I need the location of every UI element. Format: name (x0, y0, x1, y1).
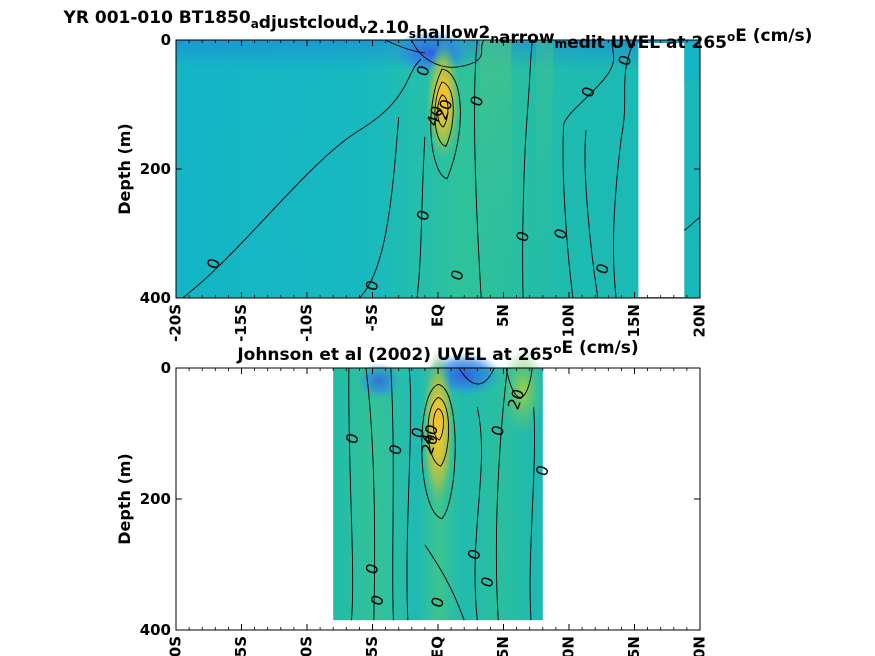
x-tick-label: EQ (429, 304, 447, 327)
top-field-stripe (536, 40, 554, 298)
contour-line (613, 46, 633, 299)
contour-line (406, 367, 412, 621)
contour-line (348, 367, 354, 621)
contour-line (562, 39, 615, 299)
x-tick-label: -10S (298, 304, 316, 342)
contour-line (430, 68, 461, 180)
x-tick-label: -20S (167, 304, 185, 342)
contour-line (424, 544, 465, 621)
y-tick-label: 400 (140, 621, 171, 639)
top-missing-data (638, 43, 685, 297)
x-tick-label: EQ (429, 636, 447, 656)
contour-line (359, 117, 400, 299)
x-tick-label: 5N (494, 636, 512, 656)
top-edge-strip (684, 42, 699, 82)
x-tick-label: -5S (363, 636, 381, 656)
x-tick-label: 15N (625, 304, 643, 337)
bottom-title: Johnson et al (2002) UVEL at 265oE (cm/s… (236, 338, 638, 365)
x-tick-label: 5N (494, 304, 512, 327)
contour-line (182, 59, 422, 299)
x-tick-label: 10N (560, 304, 578, 337)
x-tick-label: -5S (363, 304, 381, 331)
contour-line (584, 130, 599, 299)
top-y-axis-label: Depth (m) (115, 123, 134, 215)
x-tick-label: 20N (691, 304, 709, 337)
bottom-field (333, 345, 546, 621)
x-tick-label: -20S (167, 636, 185, 656)
bottom-contours (348, 367, 535, 621)
contour-line (505, 367, 533, 398)
x-tick-label: -15S (232, 636, 250, 656)
contour-line (495, 367, 508, 621)
contour-line (411, 39, 485, 68)
contour-line (390, 367, 394, 621)
top-contours (182, 39, 701, 299)
contour-line (416, 136, 426, 299)
top-field (176, 30, 700, 298)
y-tick-label: 400 (140, 289, 171, 307)
bottom-y-axis-label: Depth (m) (115, 453, 134, 545)
contour-line (522, 39, 533, 299)
contour-line (427, 396, 450, 467)
top-field-stripe (479, 40, 512, 298)
x-tick-label: 10N (560, 636, 578, 656)
y-tick-label: 200 (140, 160, 171, 178)
contour-line (434, 81, 454, 147)
contour-line (474, 39, 482, 299)
x-tick-label: -10S (298, 636, 316, 656)
contour-line (437, 94, 449, 128)
contour-line (474, 407, 482, 621)
contour-line (385, 39, 425, 54)
x-tick-label: 15N (625, 636, 643, 656)
contour-line (529, 407, 535, 621)
contour-line (365, 367, 376, 621)
x-tick-label: 20N (691, 636, 709, 656)
x-tick-label: -15S (232, 304, 250, 342)
contour-line (421, 383, 456, 520)
y-tick-label: 200 (140, 490, 171, 508)
bottom-ticks: -20S -15S -10S -5S EQ 5N 10N 15N 20N 0 200 400 (140, 359, 709, 656)
top-ticks: -20S -15S -10S -5S EQ 5N 10N 15N 20N 0 200 400 (140, 31, 709, 342)
y-tick-label: 0 (161, 31, 171, 49)
contour-line (432, 408, 445, 441)
contour-line (684, 216, 701, 231)
top-title: YR 001-010 BT1850adjustcloudv2.10shallow… (63, 8, 813, 53)
contour-line (458, 367, 495, 385)
y-tick-label: 0 (161, 359, 171, 377)
